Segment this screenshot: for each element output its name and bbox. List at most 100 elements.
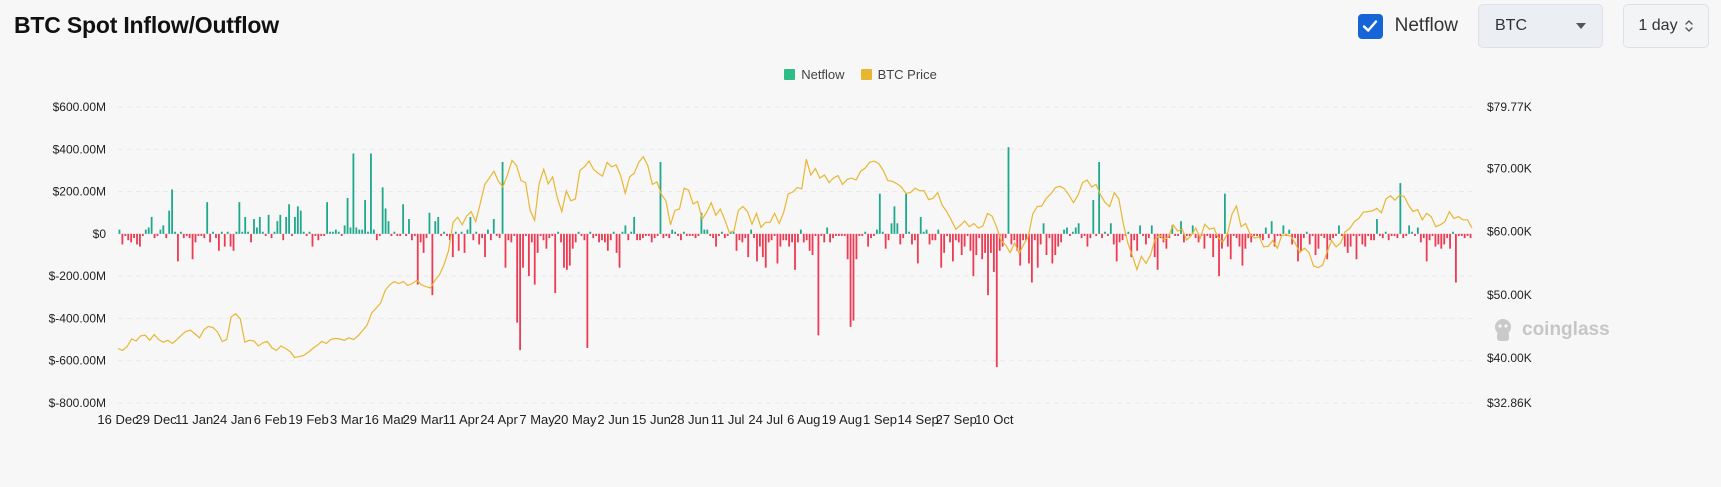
netflow-bar: [226, 231, 229, 234]
netflow-bar: [241, 231, 244, 234]
netflow-bar: [832, 233, 834, 239]
netflow-bar: [1226, 233, 1229, 247]
legend-item-netflow[interactable]: Netflow: [784, 67, 845, 82]
netflow-bar: [1332, 233, 1334, 239]
netflow-bar: [1136, 233, 1139, 251]
netflow-bars: [118, 147, 1472, 368]
netflow-bar: [159, 229, 162, 234]
netflow-bar: [671, 229, 674, 234]
netflow-bar: [530, 233, 533, 243]
netflow-bar: [759, 233, 761, 247]
x-tick-label: 24 Jul: [748, 412, 783, 427]
netflow-checkbox-label: Netflow: [1394, 15, 1458, 36]
netflow-bar: [478, 233, 481, 245]
netflow-bar: [1033, 233, 1036, 241]
netflow-bar: [375, 233, 378, 241]
netflow-checkbox[interactable]: [1357, 13, 1383, 39]
netflow-bar: [171, 189, 173, 234]
x-tick-label: 24 Apr: [480, 412, 518, 427]
netflow-bar: [1393, 233, 1396, 236]
netflow-bar: [1185, 233, 1188, 236]
netflow-bar: [466, 229, 469, 234]
legend-item-btc-price[interactable]: BTC Price: [860, 67, 937, 82]
netflow-bar: [1434, 233, 1437, 247]
netflow-bar: [1469, 233, 1472, 239]
netflow-bar: [873, 233, 875, 236]
netflow-bar: [1212, 233, 1215, 258]
x-tick-label: 27 Sep: [936, 412, 977, 427]
netflow-bar: [811, 233, 814, 255]
netflow-bar: [352, 153, 355, 234]
netflow-bar: [913, 233, 916, 241]
netflow-bar: [1419, 233, 1422, 243]
netflow-bar: [294, 216, 296, 234]
netflow-bar: [253, 219, 255, 234]
netflow-bar: [206, 202, 209, 234]
btc-price-line: [117, 155, 1473, 358]
netflow-bar: [1425, 233, 1428, 262]
netflow-bar: [446, 233, 448, 236]
netflow-bar: [823, 233, 826, 243]
netflow-bar: [1045, 233, 1048, 255]
x-tick-label: 2 Jun: [597, 412, 629, 427]
asset-select[interactable]: BTC: [1478, 4, 1603, 48]
netflow-bar: [1422, 233, 1425, 239]
x-tick-label: 11 Jul: [711, 412, 745, 427]
netflow-bar: [1320, 233, 1323, 236]
netflow-bar: [712, 233, 715, 239]
caret-down-icon: [1576, 23, 1586, 29]
netflow-bar: [1381, 233, 1384, 239]
netflow-bar: [282, 233, 285, 241]
netflow-bar: [893, 206, 896, 234]
x-tick-label: 29 Mar: [403, 412, 444, 427]
netflow-bar: [899, 233, 902, 245]
netflow-bar: [1142, 233, 1144, 236]
netflow-bar: [1399, 183, 1402, 234]
period-select-value: 1 day: [1638, 17, 1678, 34]
netflow-bar: [495, 233, 498, 236]
netflow-bar: [1335, 233, 1337, 236]
netflow-toggle[interactable]: Netflow: [1357, 13, 1458, 39]
netflow-bar: [680, 233, 682, 241]
netflow-bar: [1086, 233, 1089, 247]
netflow-bar: [411, 233, 413, 241]
netflow-bar: [1060, 233, 1063, 243]
netflow-bar: [1317, 233, 1320, 249]
netflow-bar: [463, 233, 466, 253]
period-select[interactable]: 1 day: [1623, 4, 1709, 48]
netflow-bar: [472, 233, 475, 241]
netflow-bar: [1077, 223, 1080, 234]
netflow-bar: [720, 231, 723, 234]
netflow-bar: [644, 233, 647, 236]
netflow-bar: [197, 233, 200, 236]
netflow-bar: [1188, 233, 1191, 236]
netflow-bar: [413, 233, 416, 236]
netflow-bar: [1145, 233, 1147, 245]
netflow-bar: [1098, 161, 1101, 234]
netflow-bar: [390, 233, 393, 236]
netflow-bar: [258, 216, 261, 234]
y-left-tick-label: $-800.00M: [49, 396, 106, 410]
netflow-bar: [384, 208, 387, 234]
netflow-bar: [1028, 233, 1030, 264]
netflow-bar: [919, 216, 922, 234]
netflow-bar: [592, 233, 595, 239]
netflow-bar: [565, 233, 568, 270]
netflow-bar: [604, 233, 606, 243]
netflow-bar: [703, 229, 706, 234]
netflow-bar: [1282, 225, 1285, 234]
checkmark-icon: [1362, 20, 1378, 32]
netflow-bar: [118, 229, 121, 234]
netflow-bar: [595, 233, 598, 236]
netflow-bar: [229, 233, 232, 247]
netflow-bar: [583, 233, 586, 241]
netflow-bar: [697, 233, 700, 236]
netflow-bar: [279, 214, 282, 234]
netflow-bar: [761, 233, 764, 258]
netflow-bar: [618, 233, 621, 268]
x-tick-label: 16 Mar: [364, 412, 405, 427]
netflow-bar: [668, 233, 671, 239]
netflow-bar: [846, 233, 849, 260]
netflow-bar: [387, 221, 390, 234]
netflow-bar: [934, 233, 937, 241]
